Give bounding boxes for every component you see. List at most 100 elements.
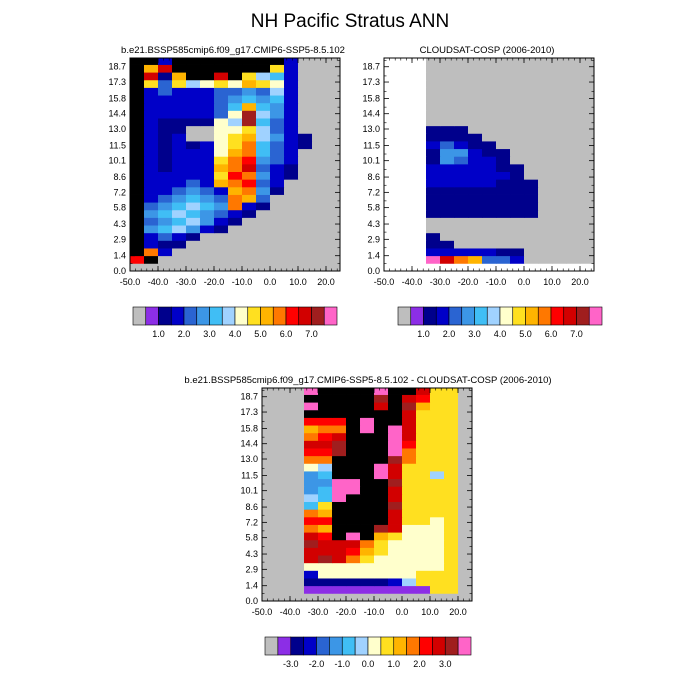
heatmap-cell bbox=[398, 110, 413, 119]
heatmap-cell bbox=[256, 202, 271, 211]
heatmap-cell bbox=[384, 95, 399, 104]
heatmap-cell bbox=[384, 179, 399, 188]
heatmap-cell bbox=[270, 202, 285, 211]
heatmap-cell bbox=[290, 578, 305, 587]
heatmap-cell bbox=[458, 394, 473, 403]
colorbar-box bbox=[209, 306, 223, 326]
heatmap-cell bbox=[402, 562, 417, 571]
heatmap-cell bbox=[468, 179, 483, 188]
heatmap-cell bbox=[270, 87, 285, 96]
heatmap-cell bbox=[384, 217, 399, 226]
heatmap-cell bbox=[298, 163, 313, 172]
heatmap-cell bbox=[130, 156, 145, 165]
heatmap-cell bbox=[214, 179, 229, 188]
heatmap-cell bbox=[482, 202, 497, 211]
heatmap-cell bbox=[566, 156, 581, 165]
heatmap-cell bbox=[326, 179, 341, 188]
colorbar-box bbox=[432, 636, 446, 656]
heatmap-cell bbox=[384, 72, 399, 81]
heatmap-cell bbox=[270, 163, 285, 172]
y-tick-label: 10.1 bbox=[362, 156, 380, 166]
heatmap-cell bbox=[496, 232, 511, 241]
heatmap-cell bbox=[412, 148, 427, 157]
heatmap-cell bbox=[332, 501, 347, 510]
heatmap-cell bbox=[360, 463, 375, 472]
heatmap-cell bbox=[482, 171, 497, 180]
heatmap-cell bbox=[298, 148, 313, 157]
heatmap-cell bbox=[566, 125, 581, 134]
heatmap-cell bbox=[214, 225, 229, 234]
heatmap-cell bbox=[186, 255, 201, 264]
heatmap-cell bbox=[262, 578, 277, 587]
heatmap-cell bbox=[440, 118, 455, 127]
heatmap-cell bbox=[388, 417, 403, 426]
heatmap-cell bbox=[130, 64, 145, 73]
heatmap-cell bbox=[158, 225, 173, 234]
heatmap-cell bbox=[326, 64, 341, 73]
heatmap-cell bbox=[270, 148, 285, 157]
heatmap-cell bbox=[228, 263, 243, 272]
heatmap-cell bbox=[158, 217, 173, 226]
heatmap-cell bbox=[144, 95, 159, 104]
heatmap-cell bbox=[256, 58, 271, 65]
heatmap-cell bbox=[158, 232, 173, 241]
heatmap-cell bbox=[384, 248, 399, 257]
heatmap-cell bbox=[130, 95, 145, 104]
heatmap-cell bbox=[458, 516, 473, 525]
colorbar-box bbox=[367, 636, 382, 656]
heatmap-cell bbox=[284, 225, 299, 234]
heatmap-cell bbox=[256, 179, 271, 188]
heatmap-cell bbox=[524, 102, 539, 111]
heatmap-cell bbox=[318, 539, 333, 548]
heatmap-cell bbox=[242, 209, 257, 218]
heatmap-cell bbox=[284, 64, 299, 73]
heatmap-cell bbox=[510, 225, 525, 234]
heatmap-cell bbox=[228, 179, 243, 188]
heatmap-cell bbox=[346, 570, 361, 579]
heatmap-cell bbox=[144, 87, 159, 96]
heatmap-cell bbox=[458, 448, 473, 457]
heatmap-cell bbox=[262, 593, 277, 602]
heatmap-cell bbox=[468, 133, 483, 142]
x-tick-label: 0.0 bbox=[396, 607, 409, 617]
heatmap-cell bbox=[360, 425, 375, 434]
heatmap-cell bbox=[430, 593, 445, 602]
heatmap-cell bbox=[416, 417, 431, 426]
heatmap-cell bbox=[332, 448, 347, 457]
heatmap-cell bbox=[416, 555, 431, 564]
heatmap-cell bbox=[538, 163, 553, 172]
heatmap-cell bbox=[318, 562, 333, 571]
heatmap-cell bbox=[242, 156, 257, 165]
heatmap-cell bbox=[346, 432, 361, 441]
y-tick-label: 2.9 bbox=[113, 234, 126, 244]
colorbar-box bbox=[132, 306, 147, 326]
panel-diff-cells bbox=[262, 388, 473, 602]
y-tick-label: 2.9 bbox=[245, 564, 258, 574]
heatmap-cell bbox=[186, 58, 201, 65]
heatmap-cell bbox=[284, 163, 299, 172]
heatmap-cell bbox=[284, 232, 299, 241]
heatmap-cell bbox=[318, 578, 333, 587]
heatmap-cell bbox=[538, 110, 553, 119]
heatmap-cell bbox=[552, 148, 567, 157]
heatmap-cell bbox=[144, 209, 159, 218]
heatmap-cell bbox=[172, 225, 187, 234]
heatmap-cell bbox=[444, 440, 459, 449]
panel-diff-title: b.e21.BSSP585cmip6.f09_g17.CMIP6-SSP5-8.… bbox=[184, 375, 551, 386]
heatmap-cell bbox=[374, 471, 389, 480]
heatmap-cell bbox=[284, 194, 299, 203]
heatmap-cell bbox=[298, 141, 313, 150]
heatmap-cell bbox=[284, 156, 299, 165]
heatmap-cell bbox=[402, 432, 417, 441]
heatmap-cell bbox=[402, 570, 417, 579]
heatmap-cell bbox=[374, 493, 389, 502]
heatmap-cell bbox=[256, 240, 271, 249]
heatmap-cell bbox=[398, 179, 413, 188]
heatmap-cell bbox=[580, 133, 595, 142]
heatmap-cell bbox=[228, 110, 243, 119]
heatmap-cell bbox=[228, 72, 243, 81]
heatmap-cell bbox=[242, 240, 257, 249]
heatmap-cell bbox=[276, 493, 291, 502]
heatmap-cell bbox=[468, 102, 483, 111]
colorbar-box bbox=[341, 636, 356, 656]
